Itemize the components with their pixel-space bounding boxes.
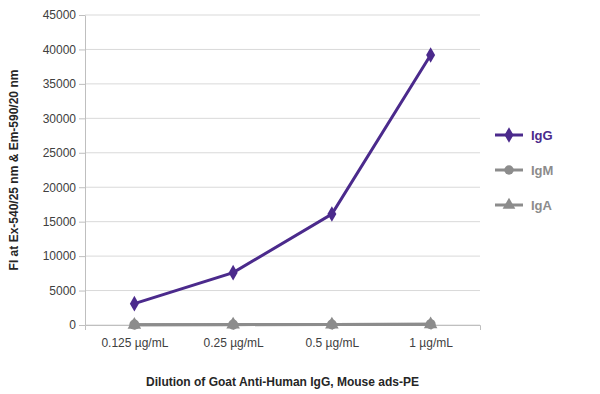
x-axis-title: Dilution of Goat Anti-Human IgG, Mouse a…: [146, 375, 419, 389]
y-tick: 45000: [43, 8, 85, 22]
series-point: [327, 206, 336, 222]
y-tick-mark: [79, 222, 85, 223]
y-tick-mark: [79, 187, 85, 188]
x-axis: 0.125 µg/mL 0.25 µg/mL 0.5 µg/mL 1 µg/mL: [86, 325, 481, 350]
y-tick: 20000: [43, 181, 85, 195]
y-tick: 25000: [43, 146, 85, 160]
legend: IgG IgM IgA: [495, 127, 553, 212]
series-line: [134, 323, 430, 326]
y-axis-title: FI at Ex-540/25 nm & Em-590/20 nm: [7, 70, 21, 271]
grid-line: [85, 325, 480, 326]
y-axis: 0 5000 10000 15000 20000 25000 30000 35000 40000…: [43, 8, 86, 332]
x-tick-label: 0.25 µg/mL: [203, 336, 264, 350]
x-tick-label: 0.125 µg/mL: [101, 336, 168, 350]
y-tick: 40000: [43, 43, 85, 57]
series-point: [426, 319, 436, 329]
y-tick-label: 10000: [43, 249, 77, 263]
series-point: [130, 296, 139, 312]
series-point: [424, 316, 438, 328]
legend-label: IgG: [531, 128, 553, 143]
legend-label: IgM: [531, 163, 553, 178]
y-tick: 0: [69, 318, 85, 332]
y-tick-label: 5000: [49, 284, 76, 298]
x-tick-label: 1 µg/mL: [409, 336, 453, 350]
y-tick-mark: [79, 15, 85, 16]
grid-line: [85, 256, 480, 257]
y-tick-mark: [79, 118, 85, 119]
y-tick-label: 30000: [43, 112, 77, 126]
y-tick-mark: [79, 256, 85, 257]
series-point: [228, 320, 238, 330]
y-tick-mark: [79, 291, 85, 292]
y-tick-label: 35000: [43, 77, 77, 91]
legend-marker: [505, 127, 514, 143]
y-tick-mark: [79, 49, 85, 50]
y-axis-line: [85, 16, 86, 326]
y-tick-mark: [79, 325, 85, 326]
grid-line: [85, 49, 480, 50]
grid-line: [85, 15, 480, 16]
series-point: [426, 47, 435, 63]
y-tick-label: 0: [69, 318, 76, 332]
legend-label: IgA: [531, 198, 553, 213]
y-tick-mark: [79, 84, 85, 85]
series-line: [134, 55, 430, 304]
legend-item: IgA: [495, 198, 553, 213]
grid: [85, 15, 480, 325]
grid-line: [85, 118, 480, 119]
y-tick: 35000: [43, 77, 85, 91]
series-line: [134, 323, 430, 326]
chart: 0 5000 10000 15000 20000 25000 30000 35000 40000…: [0, 0, 600, 394]
series-point: [129, 320, 139, 330]
series-area: [128, 47, 438, 330]
y-tick-label: 20000: [43, 181, 77, 195]
y-tick-label: 25000: [43, 146, 77, 160]
legend-item: IgM: [495, 163, 553, 178]
grid-line: [85, 290, 480, 291]
legend-marker: [504, 165, 513, 174]
legend-marker: [503, 198, 516, 209]
grid-line: [85, 221, 480, 222]
legend-item: IgG: [495, 127, 553, 143]
grid-line: [85, 187, 480, 188]
y-tick-label: 45000: [43, 8, 77, 22]
y-tick: 15000: [43, 215, 85, 229]
y-tick: 10000: [43, 249, 85, 263]
y-tick-label: 15000: [43, 215, 77, 229]
x-tick-label: 0.5 µg/mL: [306, 336, 360, 350]
y-tick-mark: [79, 153, 85, 154]
grid-line: [85, 152, 480, 153]
grid-line: [85, 83, 480, 84]
y-tick: 5000: [49, 284, 85, 298]
y-tick: 30000: [43, 112, 85, 126]
series-point: [229, 265, 238, 281]
y-tick-label: 40000: [43, 43, 77, 57]
series-point: [327, 319, 337, 329]
plot: 0 5000 10000 15000 20000 25000 30000 35000 40000…: [43, 8, 481, 350]
